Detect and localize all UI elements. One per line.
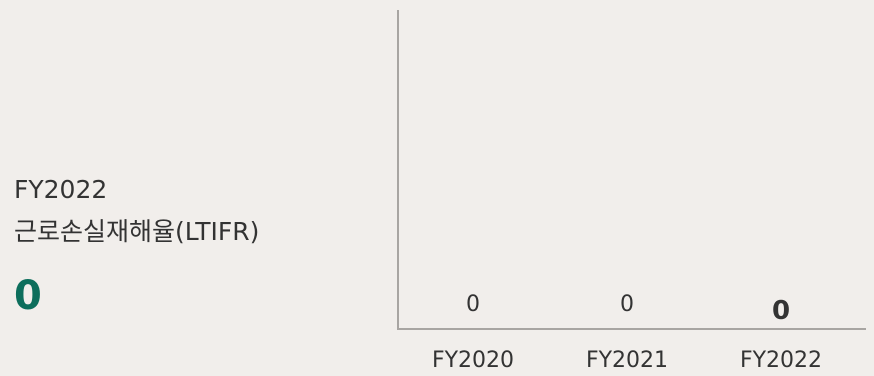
x-tick-label-fy2022: FY2022	[740, 348, 822, 373]
value-label-fy2022: 0	[772, 296, 790, 326]
value-label-fy2020: 0	[466, 292, 480, 317]
chart-marks: 0 FY2020 0 FY2021 0 FY2022	[432, 292, 822, 373]
x-tick-label-fy2021: FY2021	[586, 348, 668, 373]
value-label-fy2021: 0	[620, 292, 634, 317]
x-tick-label-fy2020: FY2020	[432, 348, 514, 373]
kpi-value: 0	[14, 273, 42, 319]
kpi-metric-name: 근로손실재해율(LTIFR)	[14, 217, 260, 246]
kpi-panel: FY2022 근로손실재해율(LTIFR) 0	[14, 172, 374, 320]
kpi-year: FY2022	[14, 175, 108, 204]
